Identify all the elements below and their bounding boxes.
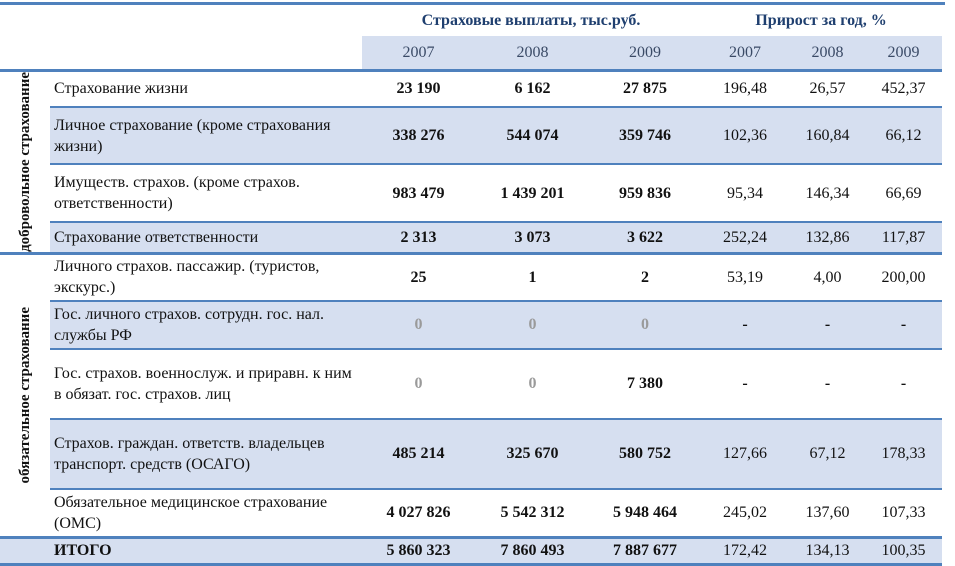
payment-value: 6 162: [514, 80, 551, 98]
year-header: 2007: [700, 36, 791, 71]
year-header: 2009: [865, 36, 943, 71]
growth-value: 127,66: [700, 417, 791, 490]
payment-value: 0: [590, 299, 701, 350]
payment-value: 1: [528, 268, 537, 286]
payment-value: 3 073: [475, 220, 590, 255]
payment-value: 27 875: [623, 80, 668, 98]
table-row: Имуществ. страхов. (кроме страхов. ответ…: [0, 164, 942, 221]
growth-value: 102,36: [700, 105, 791, 166]
year-header: 2008: [475, 36, 590, 71]
top-rule: [0, 2, 945, 5]
growth-value: -: [865, 299, 943, 350]
total-growth: 172,42: [700, 535, 791, 566]
table-row: добровольное страхование Страхование жизн…: [0, 71, 942, 252]
group-voluntary: добровольное страхование: [16, 72, 33, 252]
total-payment: 7 860 493: [475, 535, 590, 566]
growth-value: 67,12: [790, 417, 866, 490]
growth-value: -: [700, 299, 791, 350]
growth-value: 200,00: [881, 268, 926, 286]
table-row: Страхование ответственности 2 313 3 073 3 6…: [0, 220, 943, 255]
insurance-table: Страховые выплаты, тыс.руб. Прирост за го…: [0, 5, 943, 566]
payment-value: 580 752: [590, 417, 701, 490]
year-header: 2009: [590, 36, 701, 71]
total-growth: 100,35: [865, 535, 943, 566]
payment-value: 959 836: [619, 184, 672, 202]
payment-value: 2 313: [362, 220, 475, 255]
growth-value: -: [790, 299, 866, 350]
growth-value: 26,57: [809, 80, 846, 98]
payment-value: 4 027 826: [386, 504, 451, 522]
row-label: Гос. личного страхов. сотрудн. гос. нал.…: [50, 299, 362, 350]
payment-value: 5 948 464: [613, 504, 678, 522]
table-row: Гос. личного страхов. сотрудн. гос. нал.…: [0, 299, 943, 350]
payment-value: 0: [475, 299, 590, 350]
growth-value: 178,33: [865, 417, 943, 490]
growth-value: 66,12: [865, 105, 943, 166]
payment-value: 23 190: [396, 80, 441, 98]
growth-header: Прирост за год, %: [755, 12, 887, 29]
payment-value: 1 439 201: [500, 184, 565, 202]
total-growth: 134,13: [790, 535, 866, 566]
growth-value: 146,34: [805, 184, 850, 202]
table-row: Страхов. граждан. ответств. владельцев т…: [0, 417, 943, 490]
growth-value: -: [824, 375, 831, 393]
payment-value: 983 479: [392, 184, 445, 202]
payment-value: 0: [362, 299, 475, 350]
growth-value: -: [742, 375, 748, 393]
growth-value: 452,37: [881, 80, 926, 98]
growth-value: 160,84: [790, 105, 866, 166]
growth-value: 245,02: [723, 504, 768, 522]
total-payment: 7 887 677: [590, 535, 701, 566]
group-mandatory: обязательное страхование: [16, 307, 33, 484]
row-label: Личное страхование (кроме страхования жи…: [50, 105, 362, 166]
payment-value: 3 622: [590, 220, 701, 255]
row-label: Имуществ. страхов. (кроме страхов. ответ…: [54, 174, 300, 213]
total-payment: 5 860 323: [362, 535, 475, 566]
growth-value: 117,87: [865, 220, 943, 255]
payment-value: 359 746: [590, 105, 701, 166]
payment-value: 25: [410, 268, 427, 286]
payment-value: 485 214: [362, 417, 475, 490]
growth-value: 132,86: [790, 220, 866, 255]
row-label: Обязательное медицинское страхование (ОМ…: [54, 493, 328, 532]
payments-header: Страховые выплаты, тыс.руб.: [421, 12, 641, 29]
payment-value: 544 074: [475, 105, 590, 166]
growth-value: 196,48: [723, 80, 768, 98]
payment-value: 338 276: [362, 105, 475, 166]
row-label: Страхование жизни: [54, 80, 188, 98]
payment-value: 0: [414, 375, 423, 393]
total-label: ИТОГО: [50, 535, 362, 566]
growth-value: 95,34: [727, 184, 764, 202]
payment-value: 7 380: [627, 375, 664, 393]
row-label: Личного страхов. пассажир. (туристов, эк…: [54, 258, 320, 297]
growth-value: 107,33: [881, 504, 926, 522]
growth-value: 4,00: [813, 268, 842, 286]
table-row: Гос. страхов. военнослуж. и приравн. к н…: [0, 349, 942, 419]
payment-value: 0: [528, 375, 537, 393]
payment-value: 325 670: [475, 417, 590, 490]
growth-value: 53,19: [727, 268, 764, 286]
payment-value: 2: [641, 268, 650, 286]
payment-value: 5 542 312: [500, 504, 565, 522]
year-header: 2008: [790, 36, 866, 71]
table-row: Обязательное медицинское страхование (ОМ…: [0, 489, 942, 538]
row-label: Страхов. граждан. ответств. владельцев т…: [50, 417, 362, 490]
growth-value: 252,24: [700, 220, 791, 255]
growth-value: 137,60: [805, 504, 850, 522]
year-header: 2007: [362, 36, 475, 71]
row-label: Гос. страхов. военнослуж. и приравн. к н…: [54, 364, 352, 403]
total-row: ИТОГО 5 860 323 7 860 493 7 887 677 172,42 13…: [0, 535, 943, 566]
growth-value: -: [900, 375, 907, 393]
growth-value: 66,69: [885, 184, 922, 202]
table-row: обязательное страхование Личного страхов.…: [0, 253, 942, 483]
row-label: Страхование ответственности: [50, 220, 362, 255]
table-row: Личное страхование (кроме страхования жи…: [0, 105, 943, 166]
